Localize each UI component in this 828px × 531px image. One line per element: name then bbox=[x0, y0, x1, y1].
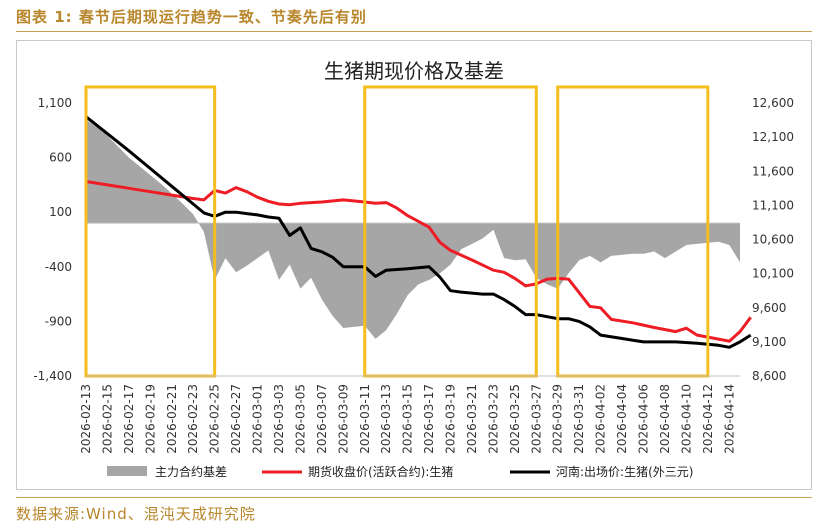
x-tick-label: 2026-03-17 bbox=[422, 384, 436, 454]
right-tick-label: 11,100 bbox=[752, 198, 794, 212]
x-tick-label: 2026-04-08 bbox=[658, 384, 672, 454]
x-tick-label: 2026-04-02 bbox=[594, 384, 608, 454]
x-tick-label: 2026-04-06 bbox=[637, 384, 651, 454]
x-tick-label: 2026-02-13 bbox=[79, 384, 93, 454]
x-tick-label: 2026-03-29 bbox=[551, 384, 565, 454]
right-tick-label: 12,100 bbox=[752, 130, 794, 144]
x-tick-label: 2026-02-25 bbox=[208, 384, 222, 454]
right-tick-label: 8,600 bbox=[752, 369, 786, 383]
right-tick-label: 9,100 bbox=[752, 335, 786, 349]
x-tick-label: 2026-03-09 bbox=[336, 384, 350, 454]
x-tick-label: 2026-02-23 bbox=[186, 384, 200, 454]
x-tick-label: 2026-03-01 bbox=[251, 384, 265, 454]
x-tick-label: 2026-03-21 bbox=[465, 384, 479, 454]
x-tick-label: 2026-03-23 bbox=[486, 384, 500, 454]
caption-rule bbox=[16, 31, 812, 32]
chart-title: 生猪期现价格及基差 bbox=[324, 59, 504, 83]
x-tick-label: 2026-03-07 bbox=[315, 384, 329, 454]
x-tick-label: 2026-03-15 bbox=[401, 384, 415, 454]
legend-basis-swatch bbox=[107, 466, 147, 476]
x-tick-label: 2026-04-10 bbox=[679, 384, 693, 454]
figure-caption: 图表 1: 春节后期现运行趋势一致、节奏先后有别 bbox=[16, 8, 367, 26]
x-tick-label: 2026-02-21 bbox=[165, 384, 179, 454]
x-tick-label: 2026-03-19 bbox=[444, 384, 458, 454]
x-tick-label: 2026-03-03 bbox=[272, 384, 286, 454]
x-tick-label: 2026-03-13 bbox=[379, 384, 393, 454]
left-tick-label: 600 bbox=[49, 151, 72, 165]
source-note: 数据来源:Wind、混沌天成研究院 bbox=[16, 505, 256, 523]
left-tick-label: -400 bbox=[45, 260, 72, 274]
left-tick-label: -1,400 bbox=[33, 369, 72, 383]
right-tick-label: 10,600 bbox=[752, 233, 794, 247]
x-tick-label: 2026-03-27 bbox=[529, 384, 543, 454]
right-tick-label: 10,100 bbox=[752, 267, 794, 281]
right-axis-ticks: 12,600 12,100 11,600 11,100 10,600 10,100 9,60… bbox=[752, 96, 794, 383]
x-axis-ticks: 2026-02-13 2026-02-15 2026-02-17 2026-02-19… bbox=[79, 375, 740, 454]
x-tick-label: 2026-02-27 bbox=[229, 384, 243, 454]
right-tick-label: 9,600 bbox=[752, 301, 786, 315]
basis-area bbox=[86, 119, 740, 339]
legend-basis-label: 主力合约基差 bbox=[155, 464, 227, 479]
x-tick-label: 2026-02-15 bbox=[100, 384, 114, 454]
spot-price-line bbox=[85, 115, 752, 349]
x-tick-label: 2026-02-19 bbox=[143, 384, 157, 454]
left-tick-label: -900 bbox=[45, 314, 72, 328]
legend-futures-label: 期货收盘价(活跃合约):生猪 bbox=[308, 464, 453, 479]
right-tick-label: 12,600 bbox=[752, 96, 794, 110]
left-axis-ticks: 1,100 600 100 -400 -900 -1,400 bbox=[33, 96, 72, 383]
basis-area-layer bbox=[86, 119, 740, 339]
x-tick-label: 2026-04-14 bbox=[722, 384, 736, 454]
x-tick-label: 2026-03-31 bbox=[572, 384, 586, 454]
x-tick-label: 2026-04-04 bbox=[615, 384, 629, 454]
footer-rule bbox=[16, 497, 812, 498]
price-lines-layer bbox=[85, 115, 752, 349]
x-tick-label: 2026-02-17 bbox=[122, 384, 136, 454]
futures-price-line bbox=[85, 180, 752, 343]
left-tick-label: 1,100 bbox=[38, 96, 72, 110]
left-tick-label: 100 bbox=[49, 205, 72, 219]
right-tick-label: 11,600 bbox=[752, 164, 794, 178]
x-tick-label: 2026-03-11 bbox=[358, 384, 372, 454]
x-tick-label: 2026-04-12 bbox=[701, 384, 715, 454]
legend-spot-label: 河南:出场价:生猪(外三元) bbox=[556, 464, 693, 479]
x-tick-label: 2026-03-25 bbox=[508, 384, 522, 454]
x-tick-label: 2026-03-05 bbox=[293, 384, 307, 454]
legend: 主力合约基差 期货收盘价(活跃合约):生猪 河南:出场价:生猪(外三元) bbox=[107, 464, 693, 479]
chart-frame bbox=[16, 40, 812, 490]
